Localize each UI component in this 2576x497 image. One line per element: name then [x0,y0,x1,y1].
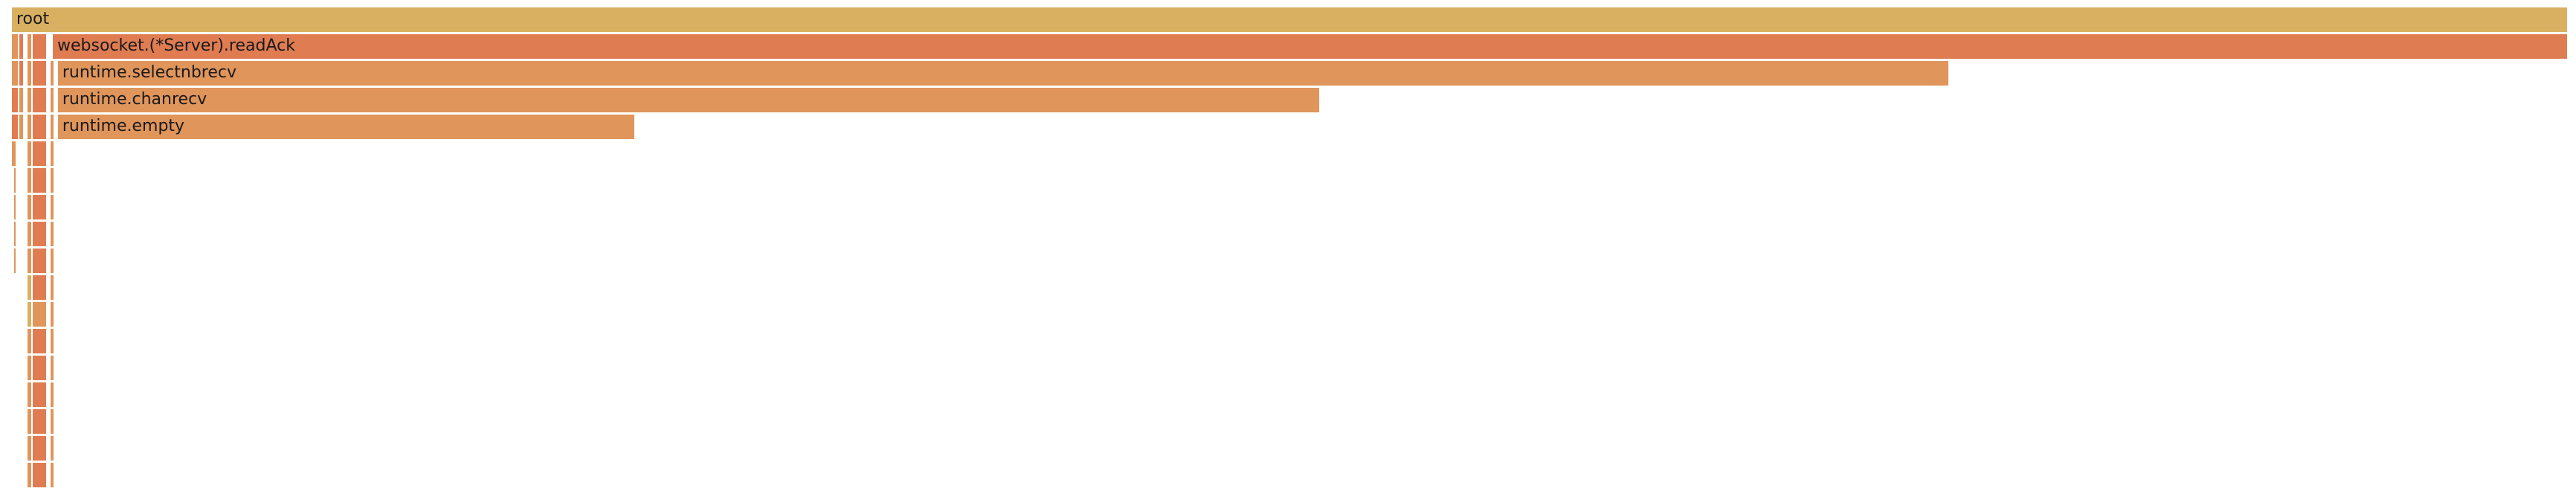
flame-frame-unlabeled[interactable] [27,329,33,353]
flame-frame-unlabeled[interactable] [19,115,25,139]
flame-frame[interactable]: runtime.selectnbrecv [57,61,1950,86]
flame-frame-unlabeled[interactable] [32,141,48,166]
flame-frame-unlabeled[interactable] [27,141,33,166]
flame-frame-unlabeled[interactable] [32,195,48,219]
flame-frame-label: runtime.selectnbrecv [62,63,236,82]
flame-frame-unlabeled[interactable] [32,436,48,461]
flame-frame-unlabeled[interactable] [50,222,56,246]
flame-frame-unlabeled[interactable] [32,409,48,434]
flame-frame-unlabeled[interactable] [50,248,56,273]
flame-frame-unlabeled[interactable] [27,248,33,273]
flame-frame-unlabeled[interactable] [50,88,56,112]
flame-frame-unlabeled[interactable] [50,382,56,407]
flame-frame-unlabeled[interactable] [12,61,20,86]
flame-frame-label: websocket.(*Server).readAck [57,36,295,55]
flame-frame-unlabeled[interactable] [32,61,48,86]
flame-frame-label: runtime.empty [62,117,185,135]
flame-frame-unlabeled[interactable] [27,88,33,112]
flame-frame[interactable]: runtime.empty [57,115,636,139]
flame-frame-unlabeled[interactable] [12,141,17,166]
flame-frame-unlabeled[interactable] [32,168,48,193]
flame-frame[interactable]: runtime.chanrecv [57,88,1321,112]
flame-frame-unlabeled[interactable] [27,61,33,86]
flame-frame-unlabeled[interactable] [32,463,48,487]
flame-frame-label: root [16,10,50,28]
flame-frame-unlabeled[interactable] [27,275,33,300]
flame-frame-label: runtime.chanrecv [62,90,207,109]
flame-frame-unlabeled[interactable] [14,195,18,219]
flame-frame-unlabeled[interactable] [32,329,48,353]
flame-frame-unlabeled[interactable] [32,382,48,407]
flame-frame-unlabeled[interactable] [27,302,33,327]
flame-frame-unlabeled[interactable] [27,168,33,193]
flame-frame-unlabeled[interactable] [50,195,56,219]
flame-frame-unlabeled[interactable] [50,61,56,86]
flame-frame-unlabeled[interactable] [12,115,20,139]
flame-frame-unlabeled[interactable] [19,88,25,112]
flame-frame-unlabeled[interactable] [32,275,48,300]
flame-frame-unlabeled[interactable] [12,88,20,112]
flame-frame-unlabeled[interactable] [50,356,56,380]
flame-frame-unlabeled[interactable] [27,115,33,139]
flame-frame-unlabeled[interactable] [50,409,56,434]
flame-frame-unlabeled[interactable] [50,463,56,487]
flame-frame-unlabeled[interactable] [50,275,56,300]
flame-frame-unlabeled[interactable] [19,61,25,86]
flame-frame-unlabeled[interactable] [50,141,56,166]
flame-frame-unlabeled[interactable] [50,302,56,327]
flame-frame[interactable]: websocket.(*Server).readAck [53,34,2569,59]
flame-frame-unlabeled[interactable] [50,436,56,461]
flame-frame-unlabeled[interactable] [32,248,48,273]
flame-frame-unlabeled[interactable] [14,222,18,246]
flame-frame-unlabeled[interactable] [32,115,48,139]
flame-frame-unlabeled[interactable] [50,329,56,353]
flame-frame-unlabeled[interactable] [32,34,48,59]
flame-frame-unlabeled[interactable] [27,409,33,434]
flame-frame-unlabeled[interactable] [27,463,33,487]
flame-frame-unlabeled[interactable] [27,34,33,59]
flame-frame-unlabeled[interactable] [14,248,18,273]
flame-frame-unlabeled[interactable] [32,222,48,246]
flame-frame[interactable]: root [12,7,2569,32]
flame-frame-unlabeled[interactable] [50,168,56,193]
flame-frame-unlabeled[interactable] [27,222,33,246]
flame-frame-unlabeled[interactable] [50,115,56,139]
flame-frame-unlabeled[interactable] [27,436,33,461]
flame-frame-unlabeled[interactable] [27,382,33,407]
flame-frame-unlabeled[interactable] [32,356,48,380]
flame-frame-unlabeled[interactable] [14,168,18,193]
flame-frame-unlabeled[interactable] [12,34,20,59]
flame-frame-unlabeled[interactable] [27,195,33,219]
flame-frame-unlabeled[interactable] [27,356,33,380]
flame-frame-unlabeled[interactable] [19,34,25,59]
flame-frame-unlabeled[interactable] [32,88,48,112]
flame-frame-unlabeled[interactable] [32,302,48,327]
